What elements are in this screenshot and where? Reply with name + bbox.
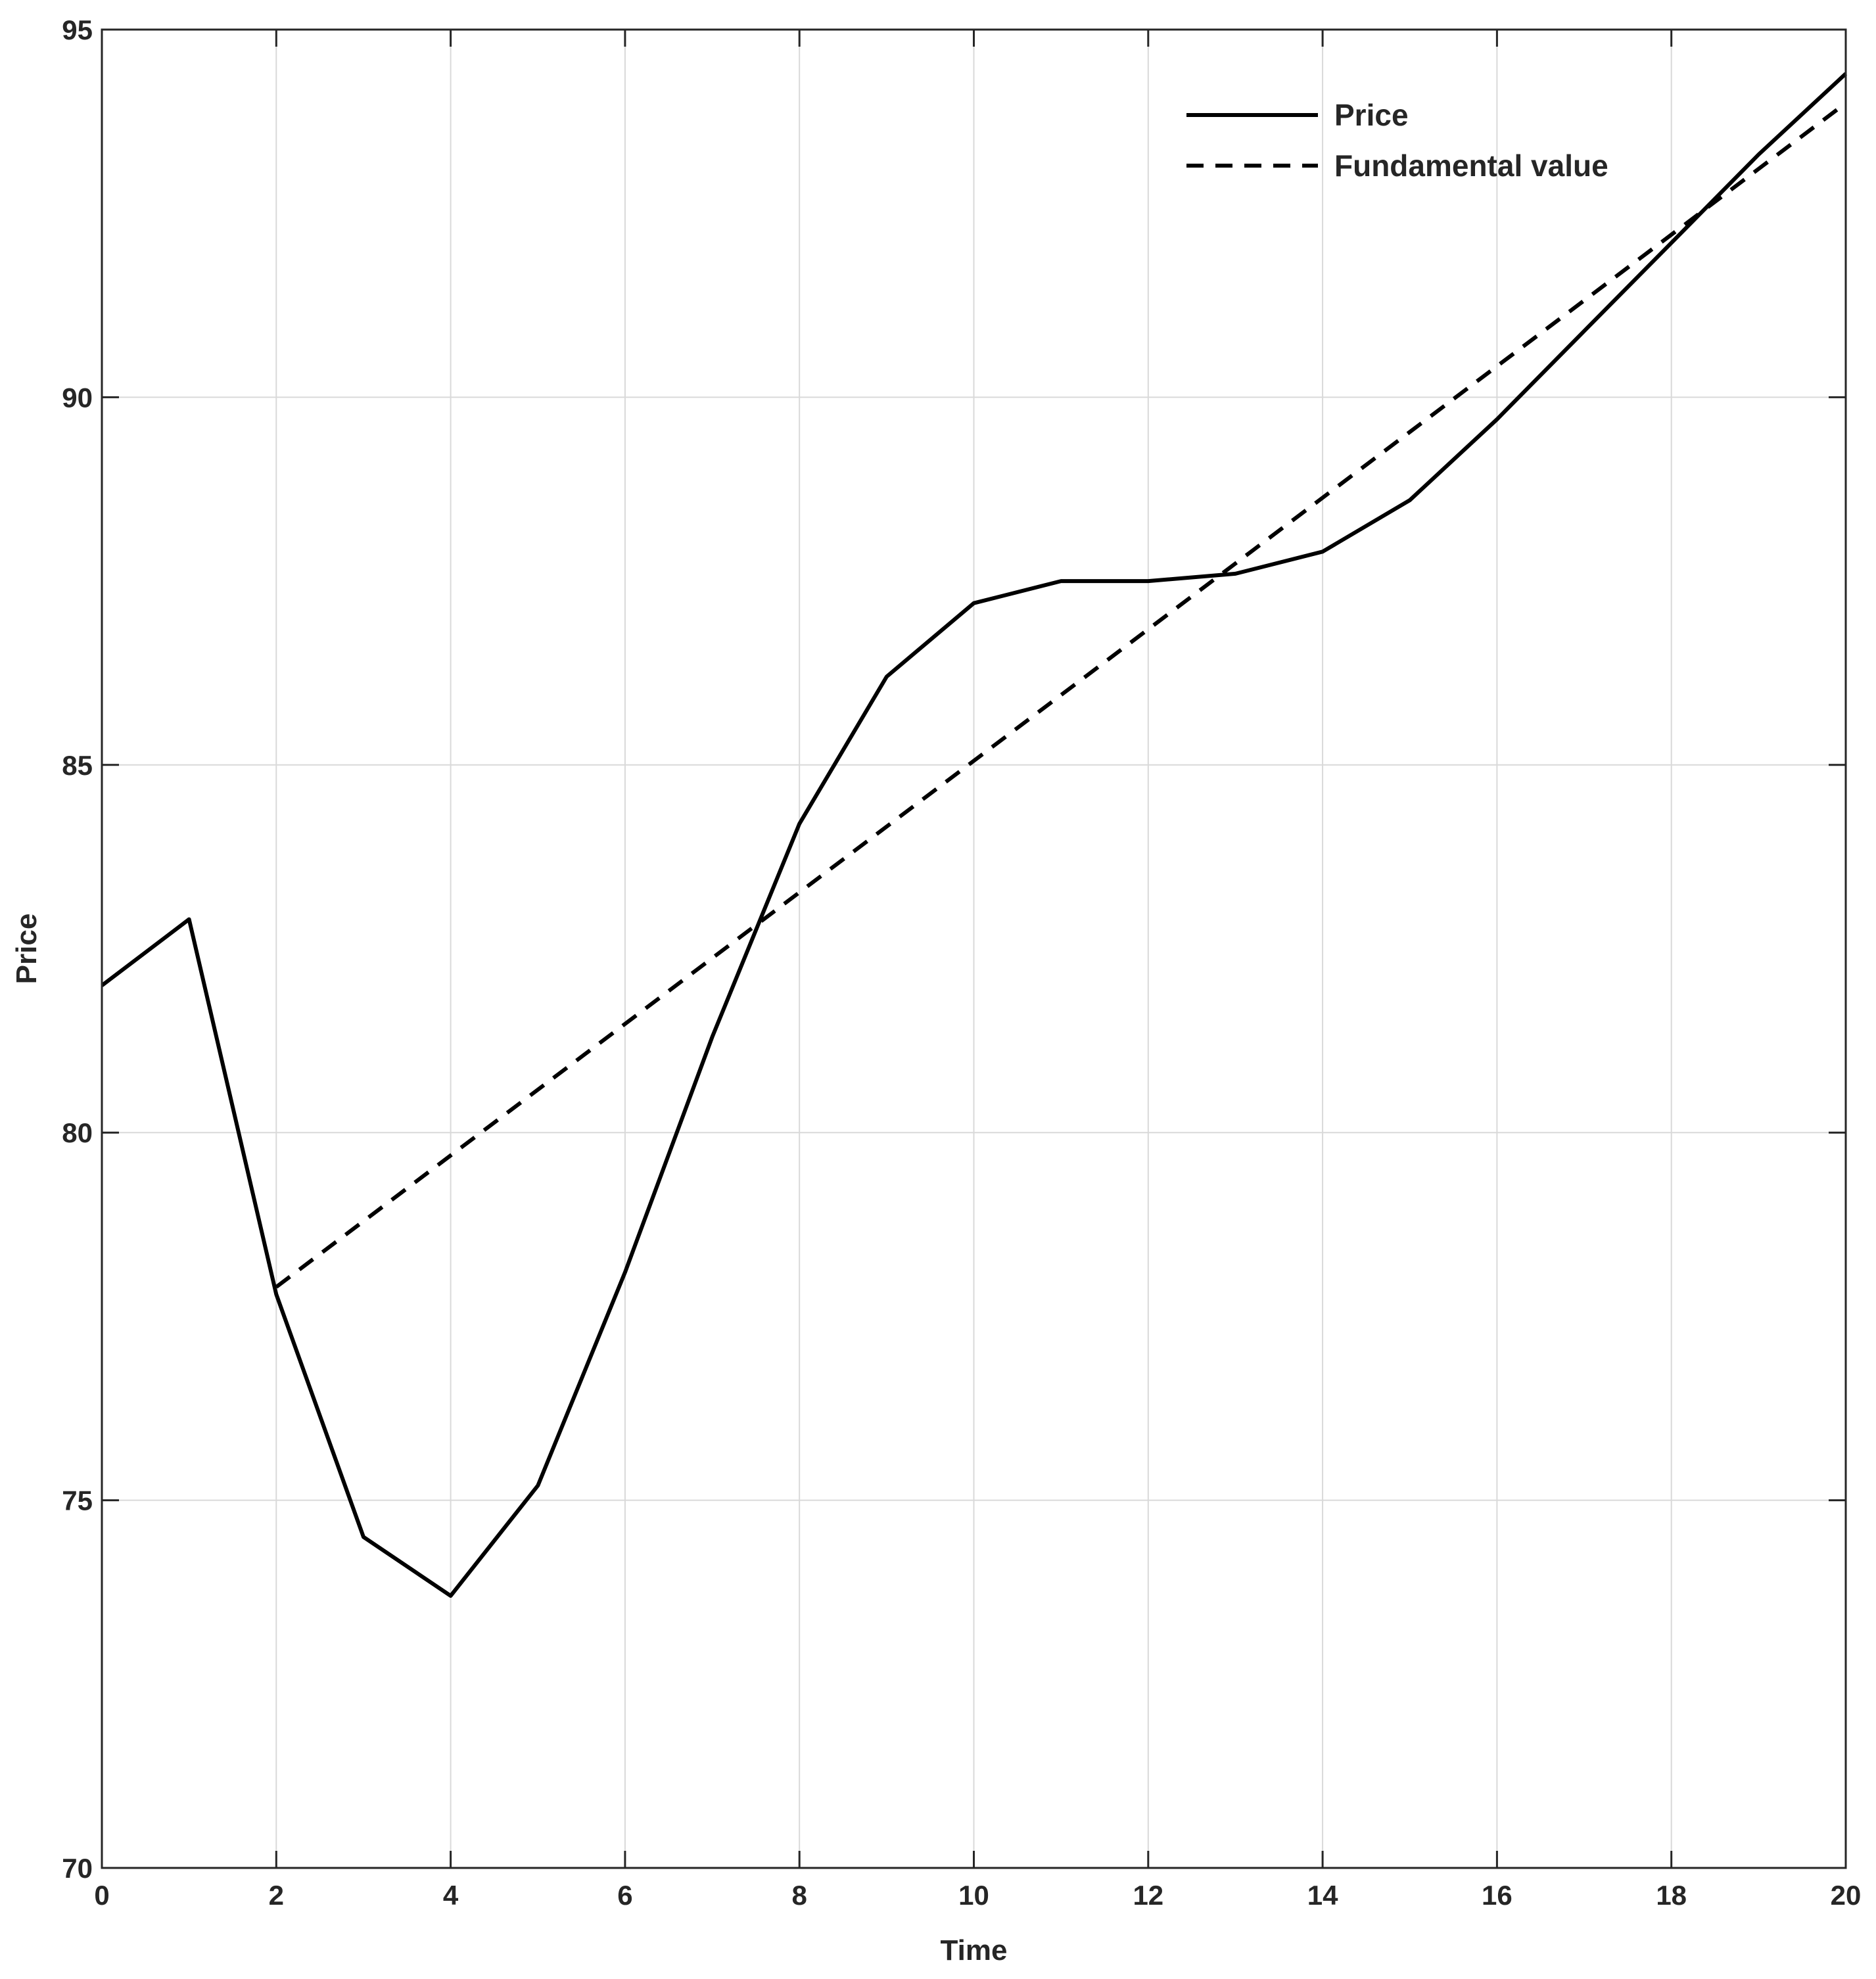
series-layer (101, 72, 1848, 1598)
x-axis-label: Time (941, 1934, 1008, 1967)
x-tick-label: 18 (1656, 1880, 1687, 1911)
x-tick-labels: 0 2 4 6 8 10 12 14 16 18 20 (94, 1880, 1861, 1911)
x-tick-label: 6 (617, 1880, 632, 1911)
x-tick-label: 12 (1133, 1880, 1163, 1911)
y-tick-label: 70 (62, 1853, 93, 1884)
y-tick-label: 75 (62, 1485, 93, 1516)
y-tick-labels: 70 75 80 85 90 95 (62, 14, 93, 1884)
tick-marks (101, 28, 1847, 1869)
x-tick-label: 16 (1482, 1880, 1513, 1911)
y-tick-label: 95 (62, 14, 93, 45)
x-tick-label: 2 (269, 1880, 284, 1911)
x-tick-label: 20 (1831, 1880, 1862, 1911)
legend-label-fundamental-value: Fundamental value (1334, 149, 1608, 183)
y-tick-label: 85 (62, 750, 93, 781)
x-tick-label: 0 (94, 1880, 109, 1911)
series-line-price (101, 72, 1848, 1598)
x-tick-label: 10 (958, 1880, 989, 1911)
y-axis-label: Price (11, 914, 43, 985)
series-line-fundamental-value (275, 101, 1847, 1289)
legend-label-price: Price (1334, 98, 1409, 132)
legend: Price Fundamental value (1186, 98, 1608, 183)
x-tick-label: 8 (792, 1880, 807, 1911)
x-tick-label: 14 (1307, 1880, 1338, 1911)
y-tick-label: 90 (62, 382, 93, 413)
x-tick-label: 4 (443, 1880, 459, 1911)
y-tick-label: 80 (62, 1117, 93, 1148)
